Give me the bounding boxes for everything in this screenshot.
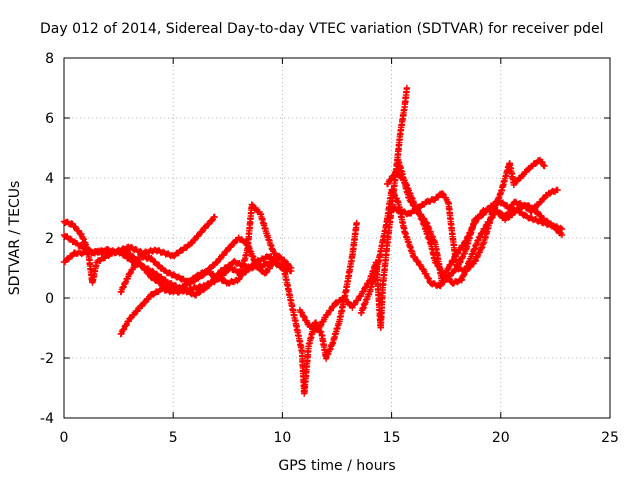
data-point	[130, 253, 137, 260]
data-point	[513, 178, 520, 185]
y-tick-label: 2	[45, 231, 54, 247]
data-point	[248, 201, 255, 208]
data-point	[512, 208, 519, 215]
data-point	[213, 259, 221, 266]
x-tick-label: 20	[492, 430, 510, 446]
data-point	[287, 264, 295, 272]
y-tick-label: 8	[45, 51, 54, 67]
data-point	[223, 248, 230, 255]
data-point	[439, 190, 446, 197]
y-tick-label: -4	[40, 411, 54, 427]
data-point	[222, 269, 230, 276]
axis-ticks	[63, 57, 611, 419]
data-point	[541, 162, 548, 170]
data-point	[183, 281, 191, 288]
y-axis-label: SDTVAR / TECUs	[7, 181, 23, 296]
data-point	[353, 219, 360, 227]
data-point	[414, 257, 421, 265]
data-point	[208, 217, 216, 224]
y-tick-label: 4	[45, 171, 54, 187]
x-tick-label: 25	[601, 430, 619, 446]
data-point	[477, 211, 485, 218]
x-tick-label: 15	[383, 430, 401, 446]
data-points	[60, 84, 566, 397]
data-point	[453, 250, 461, 257]
x-tick-label: 5	[169, 430, 178, 446]
data-point	[558, 231, 566, 239]
y-tick-label: 0	[45, 291, 54, 307]
data-point	[557, 224, 564, 232]
series-6	[279, 219, 360, 397]
data-point	[145, 270, 152, 277]
x-tick-label: 0	[60, 430, 69, 446]
data-point	[245, 265, 253, 273]
data-point	[141, 299, 149, 306]
series-11	[395, 156, 566, 284]
chart-title: Day 012 of 2014, Sidereal Day-to-day VTE…	[40, 21, 604, 37]
data-point	[211, 213, 218, 221]
data-point	[230, 240, 238, 247]
series-1	[60, 213, 218, 286]
y-tick-label: -2	[40, 351, 54, 367]
grid	[64, 58, 610, 418]
series-5	[117, 201, 295, 338]
y-tick-label: 6	[45, 111, 54, 127]
series-10	[388, 156, 548, 275]
data-point	[554, 186, 561, 194]
data-point	[558, 225, 566, 233]
data-point	[387, 176, 394, 184]
x-tick-label: 10	[273, 430, 291, 446]
series-4	[117, 234, 295, 296]
x-axis-label: GPS time / hours	[278, 458, 395, 474]
data-point	[127, 315, 134, 322]
data-point	[445, 275, 453, 282]
data-point	[403, 84, 411, 92]
axis-tick-labels: 0 5 10 15 20 25 -4 -2 0 2 4 6 8	[40, 51, 619, 446]
